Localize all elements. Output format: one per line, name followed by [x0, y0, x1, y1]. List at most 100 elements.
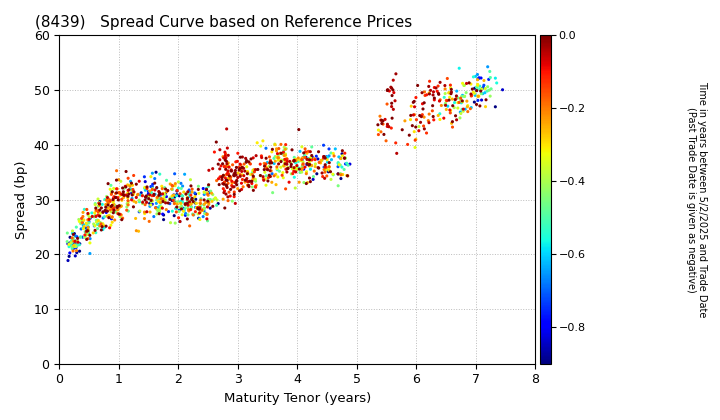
Point [225, 176, 236, 183]
Point [78, 223, 90, 230]
Point [470, 73, 482, 80]
Point [216, 174, 228, 181]
Point [126, 180, 138, 186]
Point [217, 185, 229, 192]
Point [206, 190, 217, 197]
Point [185, 206, 197, 213]
Point [212, 161, 224, 168]
Point [410, 94, 422, 101]
Point [382, 87, 393, 93]
Point [228, 184, 240, 190]
Point [275, 158, 287, 165]
Point [169, 200, 181, 206]
Point [333, 154, 345, 160]
Point [377, 121, 389, 128]
Point [176, 205, 187, 212]
Point [292, 165, 304, 171]
Point [76, 219, 88, 226]
Point [81, 228, 93, 234]
Point [228, 191, 240, 198]
Point [151, 210, 163, 217]
Point [325, 156, 337, 163]
Point [234, 161, 246, 168]
Point [271, 163, 283, 170]
Point [78, 221, 89, 228]
Point [151, 194, 163, 201]
Point [107, 213, 118, 220]
Point [219, 179, 230, 186]
Point [76, 219, 88, 226]
Point [184, 198, 195, 205]
Point [92, 208, 104, 215]
Point [289, 165, 300, 172]
Point [166, 197, 178, 204]
Point [444, 89, 455, 96]
Point [340, 160, 351, 167]
Point [177, 205, 189, 212]
Point [408, 99, 419, 106]
Point [98, 222, 109, 228]
Point [202, 211, 213, 218]
Point [105, 208, 117, 215]
Point [298, 179, 310, 186]
Point [382, 101, 393, 108]
Point [113, 203, 125, 210]
Point [477, 85, 488, 92]
Point [342, 172, 354, 179]
Point [194, 216, 206, 223]
Point [153, 195, 165, 202]
Point [276, 157, 287, 163]
Point [120, 168, 132, 175]
Point [202, 183, 214, 190]
Point [104, 197, 116, 204]
Point [62, 257, 73, 264]
Point [227, 184, 238, 190]
Point [126, 187, 138, 194]
Point [143, 193, 154, 199]
Point [387, 92, 398, 99]
Point [251, 152, 262, 159]
Point [176, 198, 187, 205]
Point [287, 165, 298, 172]
Point [107, 202, 118, 209]
Point [140, 184, 151, 191]
Point [294, 166, 305, 173]
Point [288, 158, 300, 164]
Point [276, 150, 287, 157]
Point [483, 76, 495, 83]
Point [466, 93, 477, 100]
Point [182, 189, 194, 195]
Point [81, 228, 93, 234]
Point [281, 155, 292, 162]
Point [279, 157, 291, 164]
Point [70, 252, 81, 259]
Point [315, 157, 327, 164]
Point [485, 74, 496, 81]
Point [75, 234, 86, 240]
Point [391, 150, 402, 157]
Point [233, 167, 245, 173]
Point [67, 245, 78, 252]
Point [152, 205, 163, 211]
Point [63, 240, 75, 247]
Point [294, 157, 305, 163]
Point [403, 132, 415, 139]
Point [297, 159, 309, 165]
Point [454, 65, 465, 71]
Point [320, 167, 331, 174]
Point [108, 197, 120, 204]
Point [181, 195, 193, 202]
Point [164, 200, 176, 207]
Point [297, 165, 308, 172]
Point [294, 179, 305, 186]
Point [212, 200, 224, 207]
Point [297, 155, 308, 161]
Point [220, 177, 232, 184]
Point [237, 176, 248, 183]
Point [201, 211, 212, 218]
Point [187, 211, 199, 218]
Point [76, 226, 87, 232]
Point [296, 164, 307, 171]
Point [69, 240, 81, 247]
Point [291, 163, 302, 170]
